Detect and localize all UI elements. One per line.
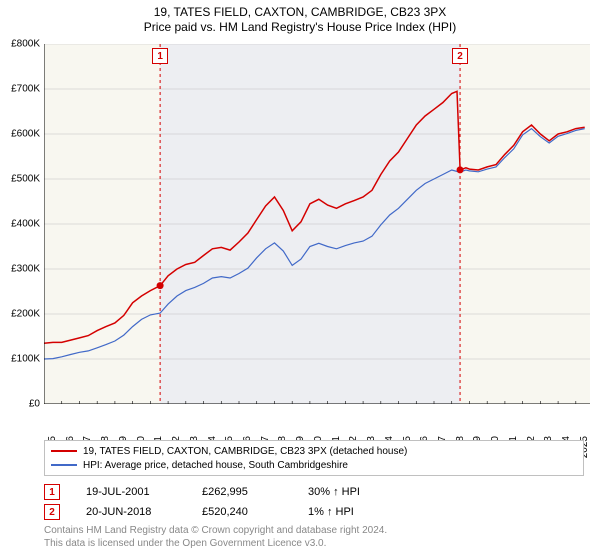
legend-box: 19, TATES FIELD, CAXTON, CAMBRIDGE, CB23… [44,440,584,476]
event-marker-on-chart-1: 1 [152,48,168,64]
chart-title-address: 19, TATES FIELD, CAXTON, CAMBRIDGE, CB23… [0,5,600,19]
y-axis-tick-label: £700K [11,84,40,95]
y-axis-tick-label: £100K [11,354,40,365]
event-price-2: £520,240 [202,506,282,518]
y-axis: £0£100K£200K£300K£400K£500K£600K£700K£80… [0,44,42,404]
event-date-2: 20-JUN-2018 [86,506,176,518]
event-delta-1: 30% ↑ HPI [308,486,360,498]
event-row-2: 2 20-JUN-2018 £520,240 1% ↑ HPI [44,502,584,522]
legend-label-price-paid: 19, TATES FIELD, CAXTON, CAMBRIDGE, CB23… [83,446,407,457]
event-marker-on-chart-2: 2 [452,48,468,64]
legend-swatch-hpi [51,464,77,466]
chart-plot-area: 12 [44,44,590,404]
legend-item-hpi: HPI: Average price, detached house, Sout… [51,458,577,472]
legend-swatch-price-paid [51,450,77,452]
y-axis-tick-label: £0 [29,399,40,410]
event-delta-2: 1% ↑ HPI [308,506,354,518]
legend-item-price-paid: 19, TATES FIELD, CAXTON, CAMBRIDGE, CB23… [51,444,577,458]
y-axis-tick-label: £400K [11,219,40,230]
y-axis-tick-label: £500K [11,174,40,185]
event-date-1: 19-JUL-2001 [86,486,176,498]
event-marker-1-icon: 1 [44,484,60,500]
attribution-line2: This data is licensed under the Open Gov… [44,537,387,550]
attribution-line1: Contains HM Land Registry data © Crown c… [44,524,387,537]
chart-svg [44,44,590,404]
x-axis: 1995199619971998199920002001200220032004… [44,406,590,438]
event-price-1: £262,995 [202,486,282,498]
attribution-text: Contains HM Land Registry data © Crown c… [44,524,387,550]
chart-title-subtitle: Price paid vs. HM Land Registry's House … [0,20,600,34]
y-axis-tick-label: £800K [11,39,40,50]
event-table: 1 19-JUL-2001 £262,995 30% ↑ HPI 2 20-JU… [44,482,584,522]
y-axis-tick-label: £600K [11,129,40,140]
event-row-1: 1 19-JUL-2001 £262,995 30% ↑ HPI [44,482,584,502]
event-marker-2-icon: 2 [44,504,60,520]
y-axis-tick-label: £200K [11,309,40,320]
y-axis-tick-label: £300K [11,264,40,275]
legend-label-hpi: HPI: Average price, detached house, Sout… [83,460,348,471]
